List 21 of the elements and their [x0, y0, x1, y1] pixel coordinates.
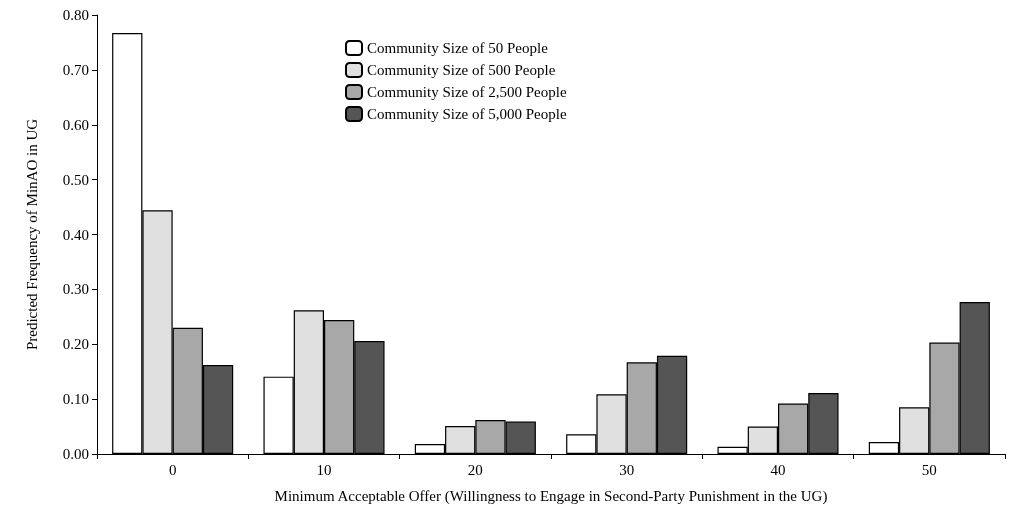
x-tick-label: 40: [770, 461, 786, 478]
y-tick-label: 0.10: [62, 391, 89, 408]
legend-label: Community Size of 2,500 People: [367, 84, 567, 100]
y-tick-label: 0.30: [62, 281, 89, 298]
x-tick-label: 10: [316, 461, 332, 478]
x-tick-label: 50: [921, 461, 937, 478]
y-tick-label: 0.70: [62, 61, 89, 78]
legend-label: Community Size of 500 People: [367, 62, 556, 78]
x-tick-label: 0: [168, 461, 177, 478]
y-tick-label: 0.60: [62, 116, 89, 133]
x-tick-label: 20: [467, 461, 483, 478]
legend-label: Community Size of 50 People: [367, 40, 549, 56]
y-tick-label: 0.50: [62, 171, 89, 188]
y-axis-title: Predicted Frequency of MinAO in UG: [23, 118, 40, 351]
y-tick-label: 0.20: [62, 336, 89, 353]
x-axis-title: Minimum Acceptable Offer (Willingness to Engage in Second-Party Punishment in the UG): [274, 487, 828, 505]
y-tick-label: 0.00: [62, 446, 89, 462]
x-tick-label: 30: [619, 461, 635, 478]
y-tick-label: 0.40: [62, 226, 89, 243]
y-tick-label: 0.80: [62, 7, 89, 23]
legend-label: Community Size of 5,000 People: [367, 106, 567, 122]
